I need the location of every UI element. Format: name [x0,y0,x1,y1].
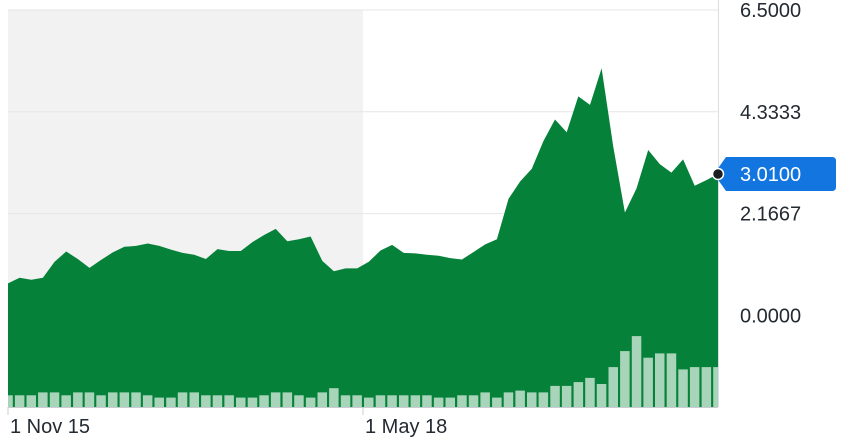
volume-bar [154,397,164,407]
volume-bar [410,395,421,407]
x-tick-label: 1 May 18 [365,416,447,438]
y-ticks: 6.5000 4.3333 2.1667 0.0000 [740,0,801,327]
volume-bar [119,392,130,407]
volume-bar [538,392,549,407]
volume-bar [480,392,490,407]
volume-bar [108,392,118,407]
volume-bar [387,395,397,407]
volume-bar [527,392,537,407]
volume-bar [247,397,258,407]
volume-bar [468,395,479,407]
volume-bar [201,395,211,407]
price-area [8,68,718,408]
volume-bar [224,395,234,407]
y-tick-label: 4.3333 [740,102,801,124]
volume-bar [329,388,339,407]
volume-bar [399,395,409,407]
volume-bar [49,392,60,407]
current-price-label: 3.0100 [740,164,801,186]
volume-bar [457,395,467,407]
volume-bar [212,395,223,407]
volume-bar [492,397,502,407]
volume-bar [550,385,560,407]
volume-bar [96,395,106,407]
volume-bar [364,397,374,407]
volume-bar [61,395,71,407]
volume-bar [631,336,642,407]
volume-bar [131,392,141,407]
y-tick-label: 0.0000 [740,305,801,327]
volume-bar [596,384,607,407]
volume-bar [422,395,432,407]
volume-bar [515,390,525,407]
volume-bar [375,395,386,407]
volume-bar [701,367,712,407]
volume-bar [177,392,188,407]
volume-bar [14,395,25,407]
volume-bar [282,392,293,407]
volume-bar [340,395,351,407]
volume-bar [433,397,444,407]
x-ticks: 1 Nov 15 1 May 18 [7,407,447,438]
price-tag-shape [714,156,836,191]
y-tick-label: 6.5000 [740,0,801,22]
volume-bar [503,392,514,407]
volume-bar [608,367,618,407]
volume-bar [678,369,688,407]
volume-bar [166,397,176,407]
volume-bar [294,395,304,407]
volume-bar [689,367,700,407]
volume-bar [259,395,269,407]
volume-bar [142,395,153,407]
volume-bar [666,353,677,407]
volume-bar [445,397,455,407]
volume-bar [26,395,36,407]
volume-bar [236,397,246,407]
volume-bar [585,377,595,407]
volume-bar [352,395,362,407]
volume-bar [270,392,281,407]
current-price-tag: 3.0100 [711,156,836,191]
current-price-dot [711,167,725,181]
volume-bar [713,367,718,407]
volume-bar [305,397,316,407]
y-tick-label: 2.1667 [740,204,801,226]
volume-bar [620,351,630,407]
x-tick-label: 1 Nov 15 [10,416,90,438]
volume-bar [573,382,584,407]
volume-bar [189,392,199,407]
volume-bar [561,385,572,407]
volume-bar [317,392,327,407]
volume-bar [8,395,13,407]
volume-bar [84,392,95,407]
volume-bar [655,353,665,407]
volume-bar [38,392,48,407]
volume-bars [8,336,718,407]
volume-bar [73,392,83,407]
volume-bar [643,357,653,407]
